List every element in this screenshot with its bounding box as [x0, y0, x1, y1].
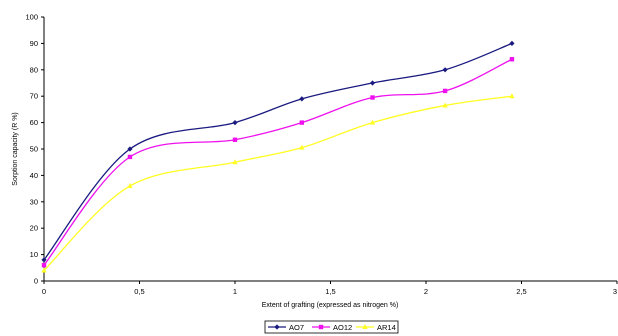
y-tick-label: 0: [34, 277, 38, 286]
data-point: [442, 88, 448, 94]
y-tick-label: 80: [30, 65, 38, 74]
data-point: [370, 95, 375, 100]
series-ao12: [41, 57, 515, 268]
data-point: [41, 257, 47, 263]
legend-marker: [318, 324, 324, 330]
x-tick-label: 0,5: [134, 287, 144, 296]
series-line: [43, 58, 513, 266]
data-point: [127, 146, 133, 152]
x-tick-label: 2: [424, 287, 428, 296]
y-tick-label: 20: [30, 224, 38, 233]
legend-marker: [362, 324, 368, 329]
data-point: [41, 267, 47, 273]
x-ticks: 0 0,5 1 1,5 2 2,5 3: [42, 281, 618, 296]
x-tick-label: 0: [42, 287, 46, 296]
y-tick-label: 40: [30, 171, 38, 180]
data-point: [232, 137, 238, 142]
x-tick-label: 3: [613, 287, 617, 296]
y-tick-label: 50: [30, 145, 38, 154]
legend-label: AO12: [333, 323, 352, 332]
data-point: [127, 182, 133, 188]
x-axis-title: Extent of grafting (expressed as nitroge…: [262, 302, 399, 309]
legend-marker: [274, 324, 280, 330]
series-line: [43, 42, 513, 261]
y-tick-label: 70: [30, 92, 38, 101]
data-point: [509, 93, 515, 99]
data-point: [299, 144, 305, 150]
data-point: [509, 40, 515, 46]
data-point: [369, 119, 376, 125]
x-tick-label: 2,5: [516, 287, 526, 296]
series-ao7: [41, 40, 515, 263]
legend-label: AR14: [377, 323, 396, 332]
x-tick-label: 1: [233, 287, 237, 296]
data-point: [299, 120, 305, 125]
series-layer: [41, 40, 515, 273]
series-line: [43, 95, 513, 271]
data-point: [509, 57, 515, 62]
data-point: [232, 159, 238, 165]
series-ar14: [41, 93, 515, 273]
data-point: [299, 96, 305, 102]
data-point: [442, 67, 448, 73]
data-point: [127, 154, 133, 160]
data-point: [442, 102, 448, 108]
y-tick-label: 60: [30, 118, 38, 127]
y-ticks: 0 10 20 30 40 50 60 70 80 90 100: [25, 13, 44, 286]
y-tick-label: 10: [30, 250, 38, 259]
data-point: [369, 80, 376, 86]
x-tick-label: 1,5: [325, 287, 335, 296]
y-tick-label: 90: [30, 39, 38, 48]
y-axis-title: Sorption capacity (R %): [12, 112, 19, 186]
data-point: [232, 120, 238, 126]
legend-box: [264, 320, 399, 334]
legend-label: AO7: [289, 323, 304, 332]
legend: AO7 AO12 AR14: [264, 320, 399, 334]
y-tick-label: 30: [30, 197, 38, 206]
y-tick-label: 100: [25, 13, 38, 22]
data-point: [41, 262, 47, 268]
